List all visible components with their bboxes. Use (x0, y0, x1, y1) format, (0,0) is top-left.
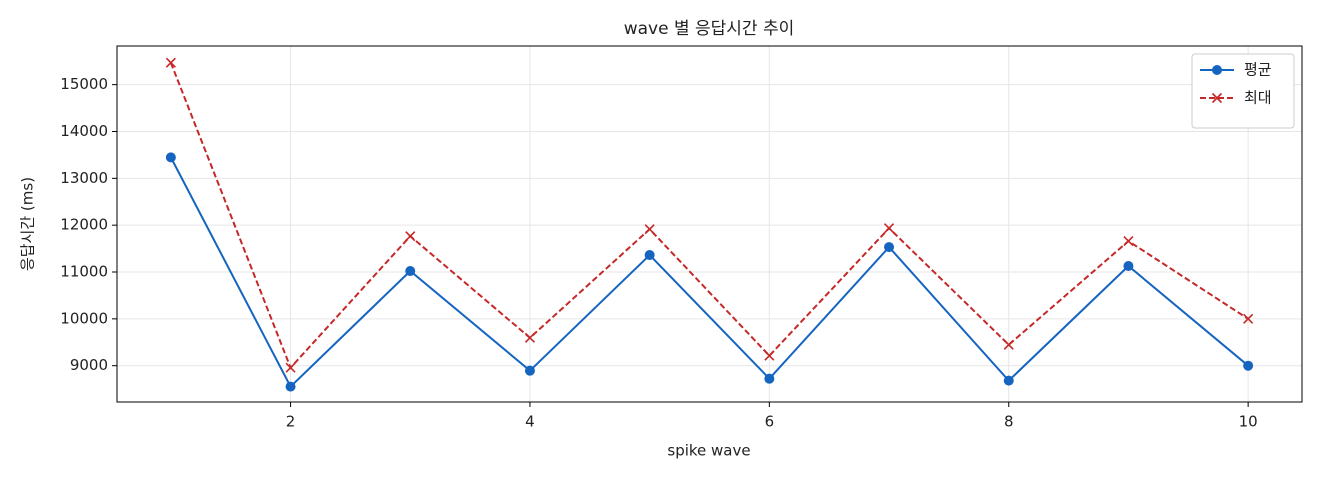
x-tick-label: 6 (765, 413, 775, 431)
data-point (1123, 236, 1134, 247)
data-point (285, 362, 296, 373)
y-tick-label: 11000 (60, 263, 108, 281)
data-point (165, 57, 176, 68)
plot-frame (116, 45, 1303, 403)
x-tick-label: 4 (525, 413, 535, 431)
data-point (1123, 261, 1134, 272)
x-tick-label: 2 (286, 413, 296, 431)
legend-marker (1212, 65, 1222, 75)
data-point (285, 381, 296, 392)
series-line (169, 62, 1249, 370)
legend-label: 평균 (1244, 61, 1272, 79)
y-tick-label: 12000 (60, 216, 108, 234)
data-point (165, 152, 176, 163)
data-point (1003, 339, 1014, 350)
legend-box (1191, 53, 1295, 129)
data-point (1243, 360, 1254, 371)
data-point (1243, 313, 1254, 324)
data-point (405, 231, 416, 242)
data-point (405, 266, 416, 277)
data-point (524, 332, 536, 343)
y-tick-label: 13000 (60, 169, 108, 187)
y-tick-label: 9000 (70, 356, 108, 374)
chart-title: wave 별 응답시간 추이 (624, 19, 795, 39)
data-point (644, 224, 655, 235)
x-tick-label: 8 (1004, 413, 1014, 431)
data-point (1003, 375, 1014, 386)
y-axis-label: 응답시간 (ms) (19, 177, 37, 271)
data-point (884, 242, 895, 253)
legend-label: 최대 (1244, 89, 1272, 107)
data-point (644, 250, 655, 261)
x-axis-label: spike wave (667, 442, 750, 460)
y-tick-label: 15000 (60, 75, 108, 93)
series-line (169, 156, 1249, 389)
data-point (883, 223, 895, 234)
y-tick-label: 10000 (60, 309, 108, 327)
data-point (524, 365, 535, 376)
legend-marker (1211, 92, 1223, 104)
y-tick-label: 14000 (60, 122, 108, 140)
x-tick-label: 10 (1239, 413, 1258, 431)
data-point (764, 350, 775, 361)
data-point (764, 373, 775, 384)
